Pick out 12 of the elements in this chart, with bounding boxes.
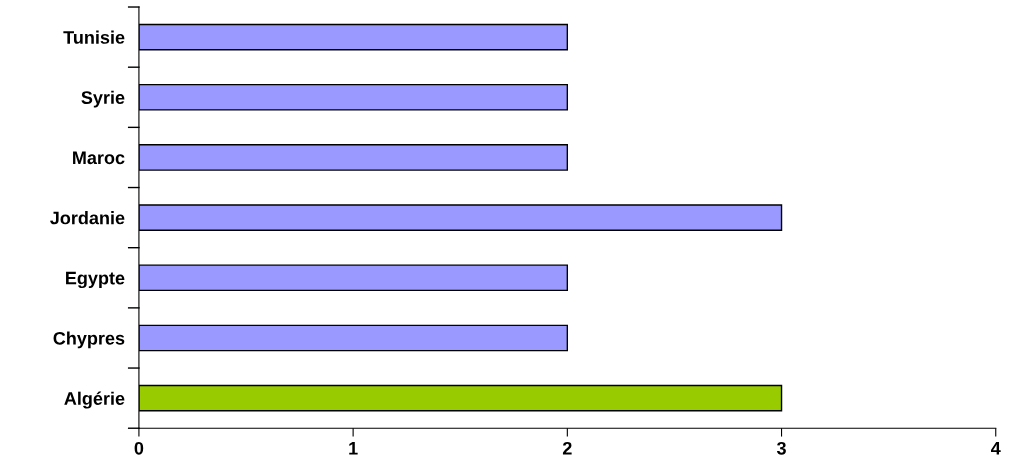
x-tick-label: 2 xyxy=(562,441,572,455)
y-tick-label: Jordanie xyxy=(50,211,125,225)
x-tick-label: 4 xyxy=(991,442,1001,455)
y-tick-label: Maroc xyxy=(73,151,125,165)
y-tick-label: Chypres xyxy=(53,331,125,349)
x-tick-label: 1 xyxy=(349,442,358,455)
x-tick-label: 0 xyxy=(134,441,144,455)
y-tick-label: Syrie xyxy=(81,90,125,108)
x-tick-label: 3 xyxy=(776,441,786,455)
y-tick-label: Algérie xyxy=(64,391,125,409)
y-tick-label: Tunisie xyxy=(63,30,125,44)
y-tick-label: Egypte xyxy=(66,271,125,289)
